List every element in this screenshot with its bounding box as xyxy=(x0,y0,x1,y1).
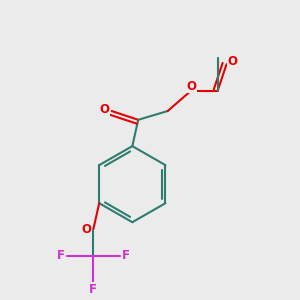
Text: O: O xyxy=(81,223,91,236)
Text: O: O xyxy=(186,80,196,93)
Text: O: O xyxy=(227,55,237,68)
Text: F: F xyxy=(57,249,65,262)
Text: F: F xyxy=(122,249,130,262)
Text: F: F xyxy=(89,283,97,296)
Text: O: O xyxy=(99,103,110,116)
